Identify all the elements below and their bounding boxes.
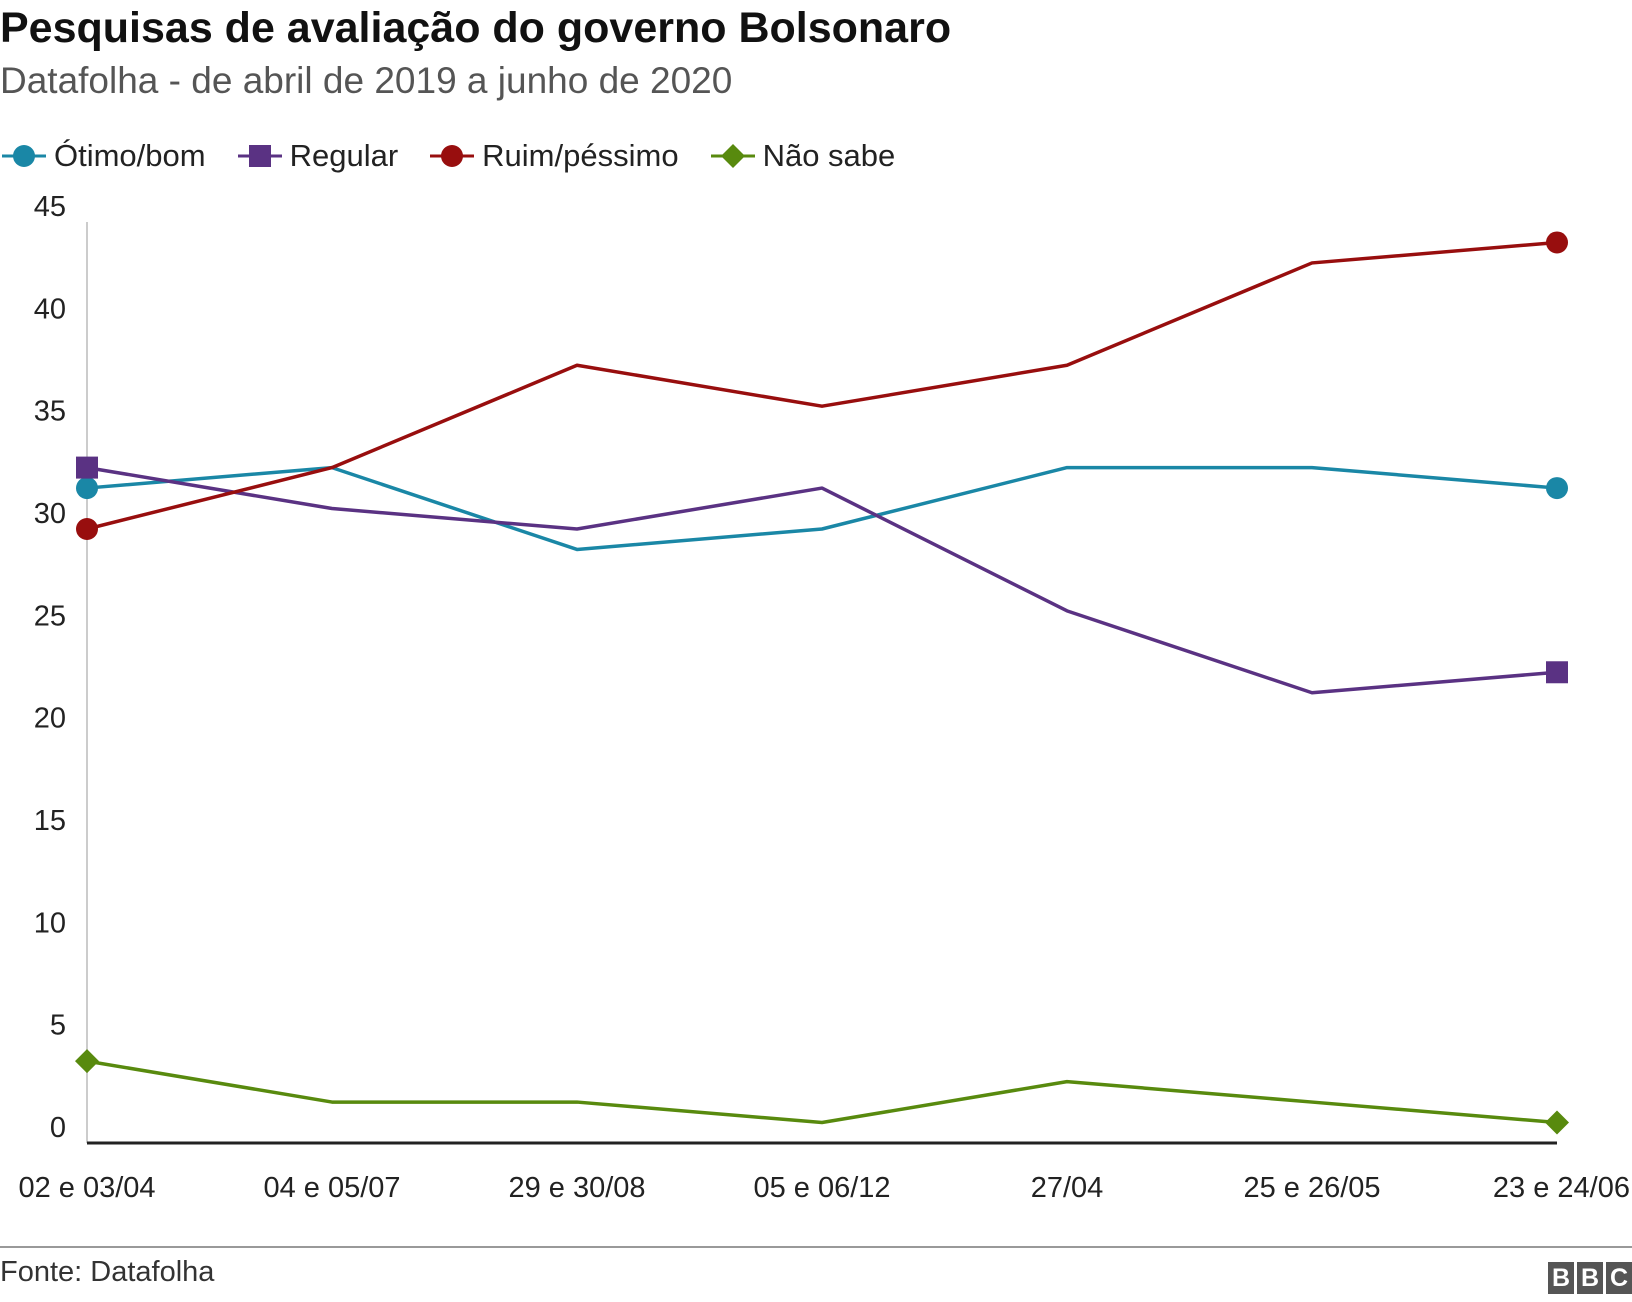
chart-subtitle: Datafolha - de abril de 2019 a junho de … [0, 60, 733, 101]
legend-item-nao-sabe: Não sabe [709, 138, 896, 174]
data-point-regular [1546, 661, 1568, 684]
legend-marker-otimo-bom [2, 145, 46, 167]
x-tick-label: 27/04 [1031, 1172, 1104, 1204]
chart-legend: Ótimo/bom Regular Ruim/péssimo Não sabe [0, 134, 925, 178]
y-tick-label: 5 [50, 1010, 66, 1042]
legend-label-regular: Regular [289, 138, 399, 173]
legend-label-ruim-pessimo: Ruim/péssimo [482, 138, 679, 173]
chart-title: Pesquisas de avaliação do governo Bolson… [0, 4, 952, 52]
series-line-otimo-bom [86, 465, 1558, 552]
y-tick-label: 15 [34, 805, 66, 837]
source-note: Fonte: Datafolha [0, 1256, 215, 1288]
x-tick-label: 23 e 24/06 [1493, 1172, 1630, 1204]
y-tick-label: 10 [34, 907, 66, 939]
bbc-logo-letter: B [1548, 1262, 1574, 1294]
legend-label-nao-sabe: Não sabe [762, 138, 896, 173]
bbc-logo: B B C [1545, 1262, 1632, 1294]
data-point-otimo-bom [76, 477, 98, 500]
series-line-regular [86, 465, 1558, 695]
legend-item-otimo-bom: Ótimo/bom [0, 138, 206, 174]
legend-label-otimo-bom: Ótimo/bom [54, 138, 206, 173]
y-tick-label: 25 [34, 600, 66, 632]
x-tick-label: 29 e 30/08 [508, 1172, 645, 1204]
x-tick-label: 05 e 06/12 [753, 1172, 890, 1204]
series-line-ruim-pessimo [86, 240, 1558, 531]
legend-marker-ruim-pessimo [430, 145, 475, 167]
legend-marker-regular [237, 145, 282, 167]
y-tick-label: 45 [34, 191, 66, 223]
x-tick-label: 04 e 05/07 [263, 1172, 400, 1204]
y-tick-label: 30 [34, 498, 66, 530]
series-line-nao-sabe [86, 1059, 1558, 1125]
x-tick-label: 25 e 26/05 [1243, 1172, 1380, 1204]
y-tick-label: 0 [50, 1112, 66, 1144]
legend-marker-nao-sabe [710, 144, 755, 168]
legend-item-ruim-pessimo: Ruim/péssimo [428, 138, 679, 174]
y-tick-label: 35 [34, 396, 66, 428]
bbc-logo-letter: C [1606, 1262, 1632, 1294]
x-tick-label: 02 e 03/04 [18, 1172, 155, 1204]
footer-divider [0, 1246, 1632, 1248]
data-point-regular [76, 456, 98, 479]
data-point-ruim-pessimo [1546, 231, 1568, 254]
bbc-logo-letter: B [1577, 1262, 1603, 1294]
y-tick-label: 40 [34, 293, 66, 325]
line-chart: 0 5 10 15 20 25 30 35 40 45 02 e 03/04 04 e 05/07 29… [18, 191, 1630, 1204]
data-point-otimo-bom [1546, 477, 1568, 500]
legend-item-regular: Regular [236, 138, 399, 174]
data-point-nao-sabe [75, 1049, 99, 1074]
data-point-ruim-pessimo [76, 518, 98, 540]
y-tick-label: 20 [34, 703, 66, 735]
data-point-nao-sabe [1545, 1110, 1569, 1135]
